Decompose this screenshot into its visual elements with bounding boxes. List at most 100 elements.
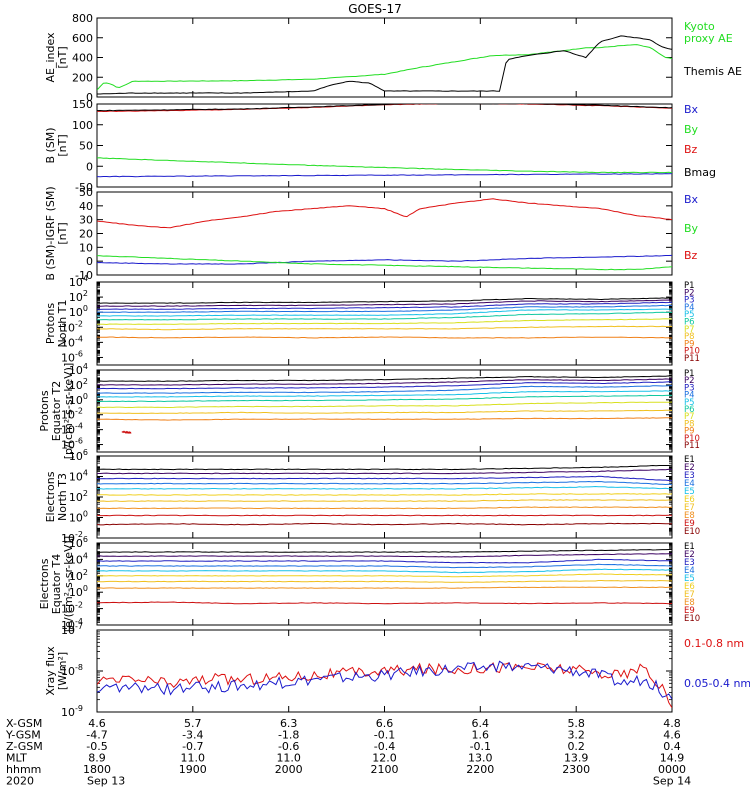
legend-entry: 0.1-0.8 nm [684,637,744,650]
legend-entry: P6 [684,405,695,415]
x-axis-value: -4.7 [86,729,107,742]
legend-entry: E5 [684,574,695,584]
x-axis-value: 1.6 [472,729,490,742]
series-line-e10 [97,522,672,526]
x-axis-value: -1.8 [278,729,299,742]
series-line-p2 [97,299,672,307]
legend-entry: E4 [684,566,695,576]
legend-entry: E7 [684,590,695,600]
y-tick-label: 100 [72,119,93,132]
series-line-kyoto-proxy-ae [97,44,672,91]
legend-entry: Bmag [684,166,716,179]
series-line-p2 [97,378,672,386]
legend-entry: E3 [684,471,695,481]
y-tick-label: 100 [69,510,88,525]
series-line-p9 [97,417,672,421]
x-axis-row-label: Y-GSM [5,729,41,742]
series-group [97,297,672,339]
series-line-e1 [97,464,672,471]
legend-entry: P2 [684,288,695,298]
series-line-e8 [97,586,672,589]
series-line-e5 [97,485,672,490]
series-line-e4 [97,563,672,569]
series-line-e4 [97,480,672,486]
x-axis-value: 3.2 [567,729,585,742]
x-axis-value: 13.9 [564,752,589,765]
series-line-p7 [97,318,672,326]
y-tick-label: 10-6 [61,349,83,364]
y-tick-label: 104 [69,469,88,484]
legend-entry: 0.05-0.4 nm [684,677,750,690]
legend-entry: P7 [684,325,695,335]
x-axis-value: -0.7 [182,740,203,753]
legend-entry: E10 [684,527,700,537]
x-axis-value: 0.2 [567,740,585,753]
y-tick-label: 100 [69,304,88,319]
y-axis-label: ProtonsEquator T2[p/(cm²-s-sr-keV)] [38,363,75,460]
legend-entry: E6 [684,582,695,592]
x-axis-value: 4.8 [663,717,681,730]
series-group [97,375,672,435]
y-axis-label: Xray flux[W/m²] [44,646,69,696]
series-group [97,660,672,708]
y-tick-label: 104 [69,274,88,289]
series-line-p3 [97,381,672,390]
legend-entry: P10 [684,434,700,444]
series-line-p5 [97,390,672,398]
y-tick-label: 200 [72,71,93,84]
series-line-bmag [97,104,672,112]
series-line-e9 [97,514,672,517]
series-line-0-05-0-4-nm [97,660,672,700]
legend-entry: Themis AE [683,65,742,78]
x-axis-value: Sep 13 [87,775,125,788]
series-line-p1 [97,375,672,382]
legend-entry: E1 [684,455,695,465]
series-line-e6 [97,493,672,496]
series-line-by [97,157,672,174]
y-tick-label: 0 [86,160,93,173]
x-axis-value: -0.4 [374,740,395,753]
legend-entry: P1 [684,369,695,379]
series-line-e3 [97,558,672,564]
x-axis-value: 6.6 [376,717,394,730]
x-axis-value: 13.0 [468,752,493,765]
y-tick-label: 50 [79,140,93,153]
panel-2: -50 0 50 100 150 B (SM)[nT] Bx By Bz Bmag [44,98,716,194]
y-tick-label: -10 [75,269,93,282]
series-line-e1 [97,548,672,553]
y-tick-label: 102 [69,289,88,304]
series-line-bx [97,254,672,265]
x-axis-value: 11.0 [181,752,206,765]
series-line-e9 [97,601,672,605]
legend-entry: P6 [684,318,695,328]
y-tick-label: 10-7 [61,622,83,637]
x-axis-value: Sep 14 [653,775,691,788]
series-line-0-1-0-8-nm [97,661,672,708]
legend-entry: E6 [684,495,695,505]
x-axis-value: 2200 [466,763,494,776]
x-axis-row-label: 2020 [6,775,34,788]
series-line-e7 [97,499,672,502]
legend-entry: P11 [684,354,700,364]
x-axis-value: -3.4 [182,729,203,742]
x-axis-table: X-GSM 4.6 5.7 6.3 6.6 6.4 5.8 4.8Y-GSM -4.7 -3.4-… [5,717,691,788]
legend-entry: P5 [684,310,695,320]
series-group [97,464,672,526]
y-tick-label: 106 [69,448,88,463]
x-axis-value: 11.0 [276,752,301,765]
x-axis-value: 0000 [658,763,686,776]
panel-frame [96,455,673,539]
y-tick-label: 10 [79,241,93,254]
y-tick-label: 150 [72,98,93,111]
legend-entry: P7 [684,412,695,422]
x-axis-value: 6.4 [472,717,490,730]
series-line-p8 [97,325,672,331]
legend-entry: E10 [684,614,700,624]
legend-entry: E8 [684,598,695,608]
legend-entry: By [684,222,699,235]
x-axis-value: 5.8 [567,717,585,730]
